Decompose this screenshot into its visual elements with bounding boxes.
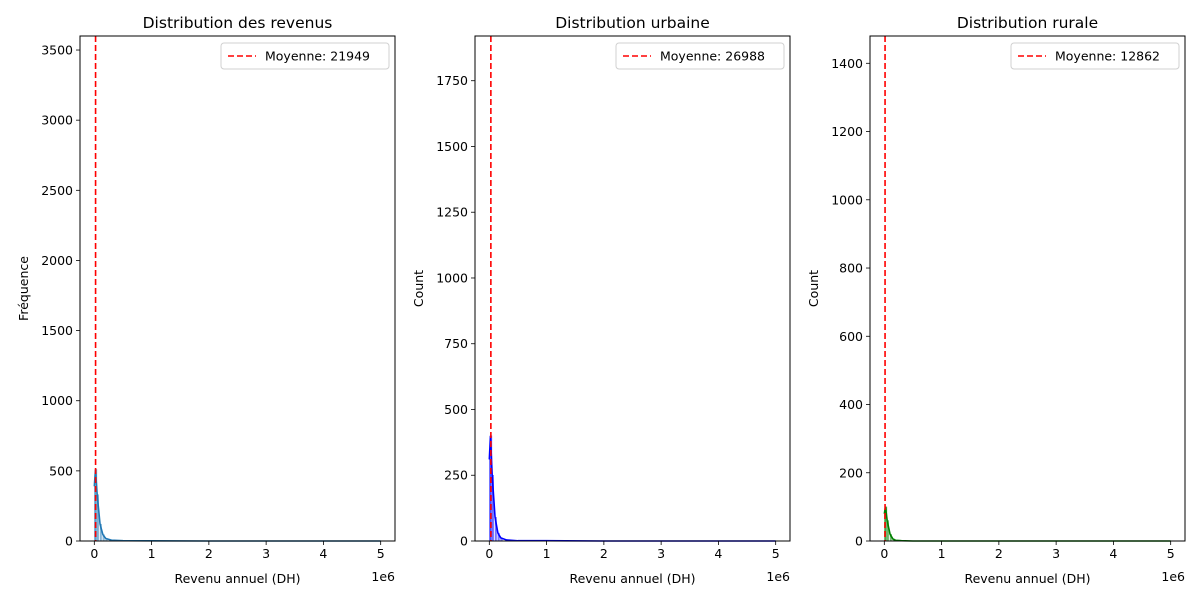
kde-line [93,469,381,542]
x-tick-label: 5 [377,546,385,561]
legend-label: Moyenne: 12862 [1055,49,1160,64]
y-tick-label: 2500 [41,183,73,198]
y-tick-label: 2000 [41,253,73,268]
x-tick-label: 2 [205,546,213,561]
plot-frame [474,35,791,542]
y-tick-label: 1400 [831,56,863,71]
y-tick-label: 750 [444,336,468,351]
kde-line [488,435,776,542]
x-tick-label: 5 [1167,546,1175,561]
legend-box [1010,42,1180,70]
y-tick-label: 500 [49,463,73,478]
y-tick-label: 200 [839,465,863,480]
x-tick-label: 0 [880,546,888,561]
x-tick-label: 1 [543,546,551,561]
x-tick-label: 3 [657,546,665,561]
x-tick-label: 0 [90,546,98,561]
y-tick-label: 3500 [41,43,73,58]
y-tick-label: 3000 [41,113,73,128]
legend-label: Moyenne: 21949 [265,49,370,64]
y-axis-label: Fréquence [16,256,31,321]
chart-title: Distribution rurale [957,14,1098,32]
x-tick-label: 2 [995,546,1003,561]
x-tick-label: 3 [1052,546,1060,561]
y-tick-label: 800 [839,261,863,276]
y-tick-label: 1000 [831,192,863,207]
plot-frame [79,35,396,542]
y-tick-label: 400 [839,397,863,412]
y-tick-label: 250 [444,468,468,483]
x-tick-label: 0 [485,546,493,561]
x-offset-label: 1e6 [371,569,395,584]
kde-line [883,506,1171,542]
legend-box [220,42,390,70]
chart-title: Distribution urbaine [555,14,710,32]
y-tick-label: 0 [855,534,863,549]
y-tick-label: 0 [65,534,73,549]
x-tick-label: 5 [772,546,780,561]
x-tick-label: 2 [600,546,608,561]
y-tick-label: 1000 [41,393,73,408]
x-tick-label: 4 [714,546,722,561]
y-tick-label: 1250 [436,205,468,220]
y-tick-label: 1000 [436,270,468,285]
x-tick-label: 1 [938,546,946,561]
chart-panel-3 [866,35,1186,545]
x-tick-label: 1 [148,546,156,561]
x-tick-label: 3 [262,546,270,561]
x-tick-label: 4 [319,546,327,561]
y-tick-label: 600 [839,329,863,344]
y-axis-label: Count [806,270,821,307]
y-tick-label: 1750 [436,73,468,88]
x-offset-label: 1e6 [766,569,790,584]
x-axis-label: Revenu annuel (DH) [174,571,300,586]
plot-frame [869,35,1186,542]
chart-panel-1 [76,35,396,545]
y-tick-label: 1500 [41,323,73,338]
y-tick-label: 500 [444,402,468,417]
y-axis-label: Count [411,270,426,307]
x-axis-label: Revenu annuel (DH) [964,571,1090,586]
y-tick-label: 0 [460,534,468,549]
x-axis-label: Revenu annuel (DH) [569,571,695,586]
chart-title: Distribution des revenus [143,14,333,32]
x-tick-label: 4 [1109,546,1117,561]
chart-panel-2 [471,35,791,545]
y-tick-label: 1200 [831,124,863,139]
x-offset-label: 1e6 [1161,569,1185,584]
y-tick-label: 1500 [436,139,468,154]
legend-box [615,42,785,70]
legend-label: Moyenne: 26988 [660,49,765,64]
